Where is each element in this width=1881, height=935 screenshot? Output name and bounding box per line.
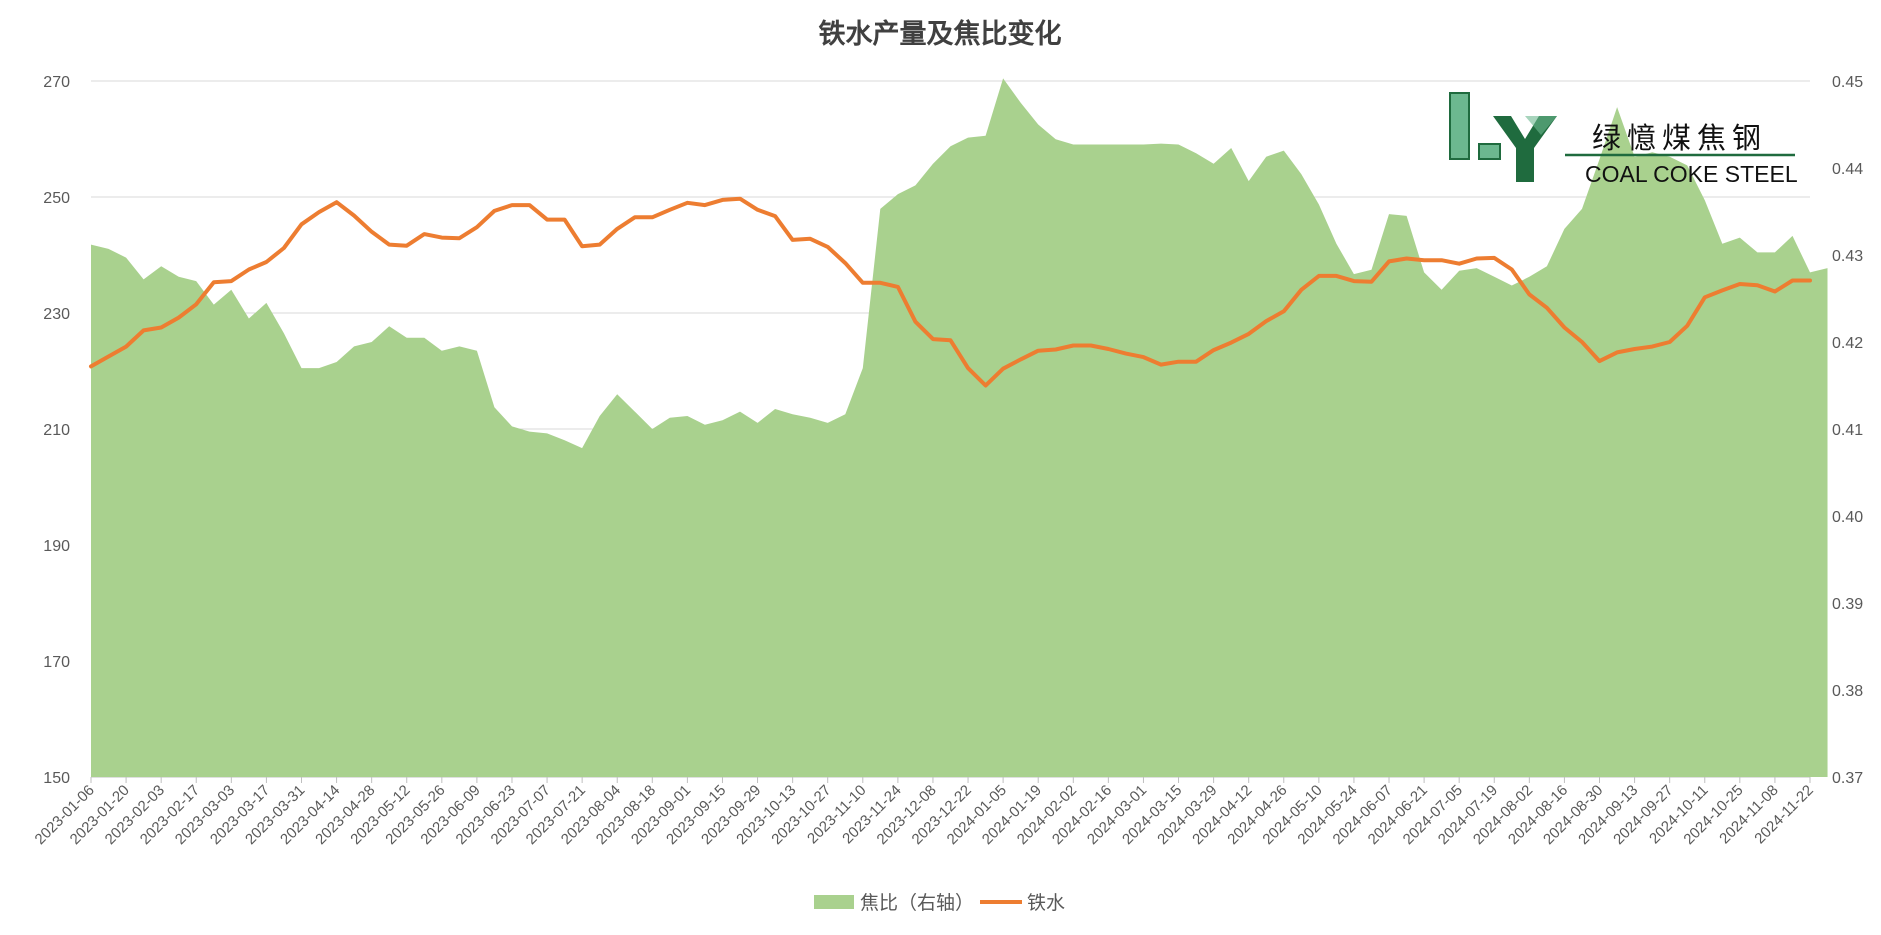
- legend-label-hot-metal: 铁水: [1027, 892, 1065, 914]
- left-axis-tick-label: 270: [43, 74, 70, 91]
- hot-metal-line: [89, 196, 1812, 388]
- left-axis-tick-label: 170: [43, 654, 70, 671]
- brand-logo: 绿憶煤焦钢 COAL COKE STEEL: [1449, 92, 1798, 187]
- hot-metal-line-layer: [89, 196, 1812, 388]
- legend-swatch-coke-ratio: [814, 895, 854, 909]
- right-axis-tick-label: 0.44: [1832, 161, 1863, 178]
- right-axis-tick-label: 0.40: [1832, 509, 1863, 526]
- left-axis: 150 170 190 210 230 250 270: [43, 74, 70, 787]
- right-axis-tick-label: 0.45: [1832, 74, 1863, 91]
- right-axis-tick-label: 0.41: [1832, 422, 1863, 439]
- left-axis-tick-label: 250: [43, 190, 70, 207]
- logo-english-text: COAL COKE STEEL: [1585, 161, 1798, 187]
- logo-letter-l-foot: [1478, 143, 1501, 160]
- left-axis-tick-label: 150: [43, 770, 70, 787]
- right-axis-tick-label: 0.42: [1832, 335, 1863, 352]
- right-axis-tick-label: 0.43: [1832, 248, 1863, 265]
- coke-ratio-area: [91, 78, 1828, 777]
- left-axis-tick-label: 190: [43, 538, 70, 555]
- chart-title: 铁水产量及焦比变化: [819, 18, 1062, 50]
- right-axis-tick-label: 0.37: [1832, 770, 1863, 787]
- left-axis-tick-label: 210: [43, 422, 70, 439]
- right-axis: 0.37 0.38 0.39 0.40 0.41 0.42 0.43 0.44 0.45: [1832, 74, 1863, 787]
- logo-letter-l-stem: [1449, 92, 1470, 160]
- coke-ratio-area-layer: [91, 78, 1828, 777]
- logo-chinese-text: 绿憶煤焦钢: [1592, 121, 1767, 155]
- x-axis: 2023-01-062023-01-202023-02-032023-02-17…: [32, 777, 1817, 848]
- right-axis-tick-label: 0.38: [1832, 683, 1863, 700]
- right-axis-tick-label: 0.39: [1832, 596, 1863, 613]
- legend: 焦比（右轴） 铁水: [814, 892, 1065, 914]
- left-axis-tick-label: 230: [43, 306, 70, 323]
- logo-letter-y-highlight: [1525, 116, 1557, 135]
- legend-label-coke-ratio: 焦比（右轴）: [860, 892, 974, 914]
